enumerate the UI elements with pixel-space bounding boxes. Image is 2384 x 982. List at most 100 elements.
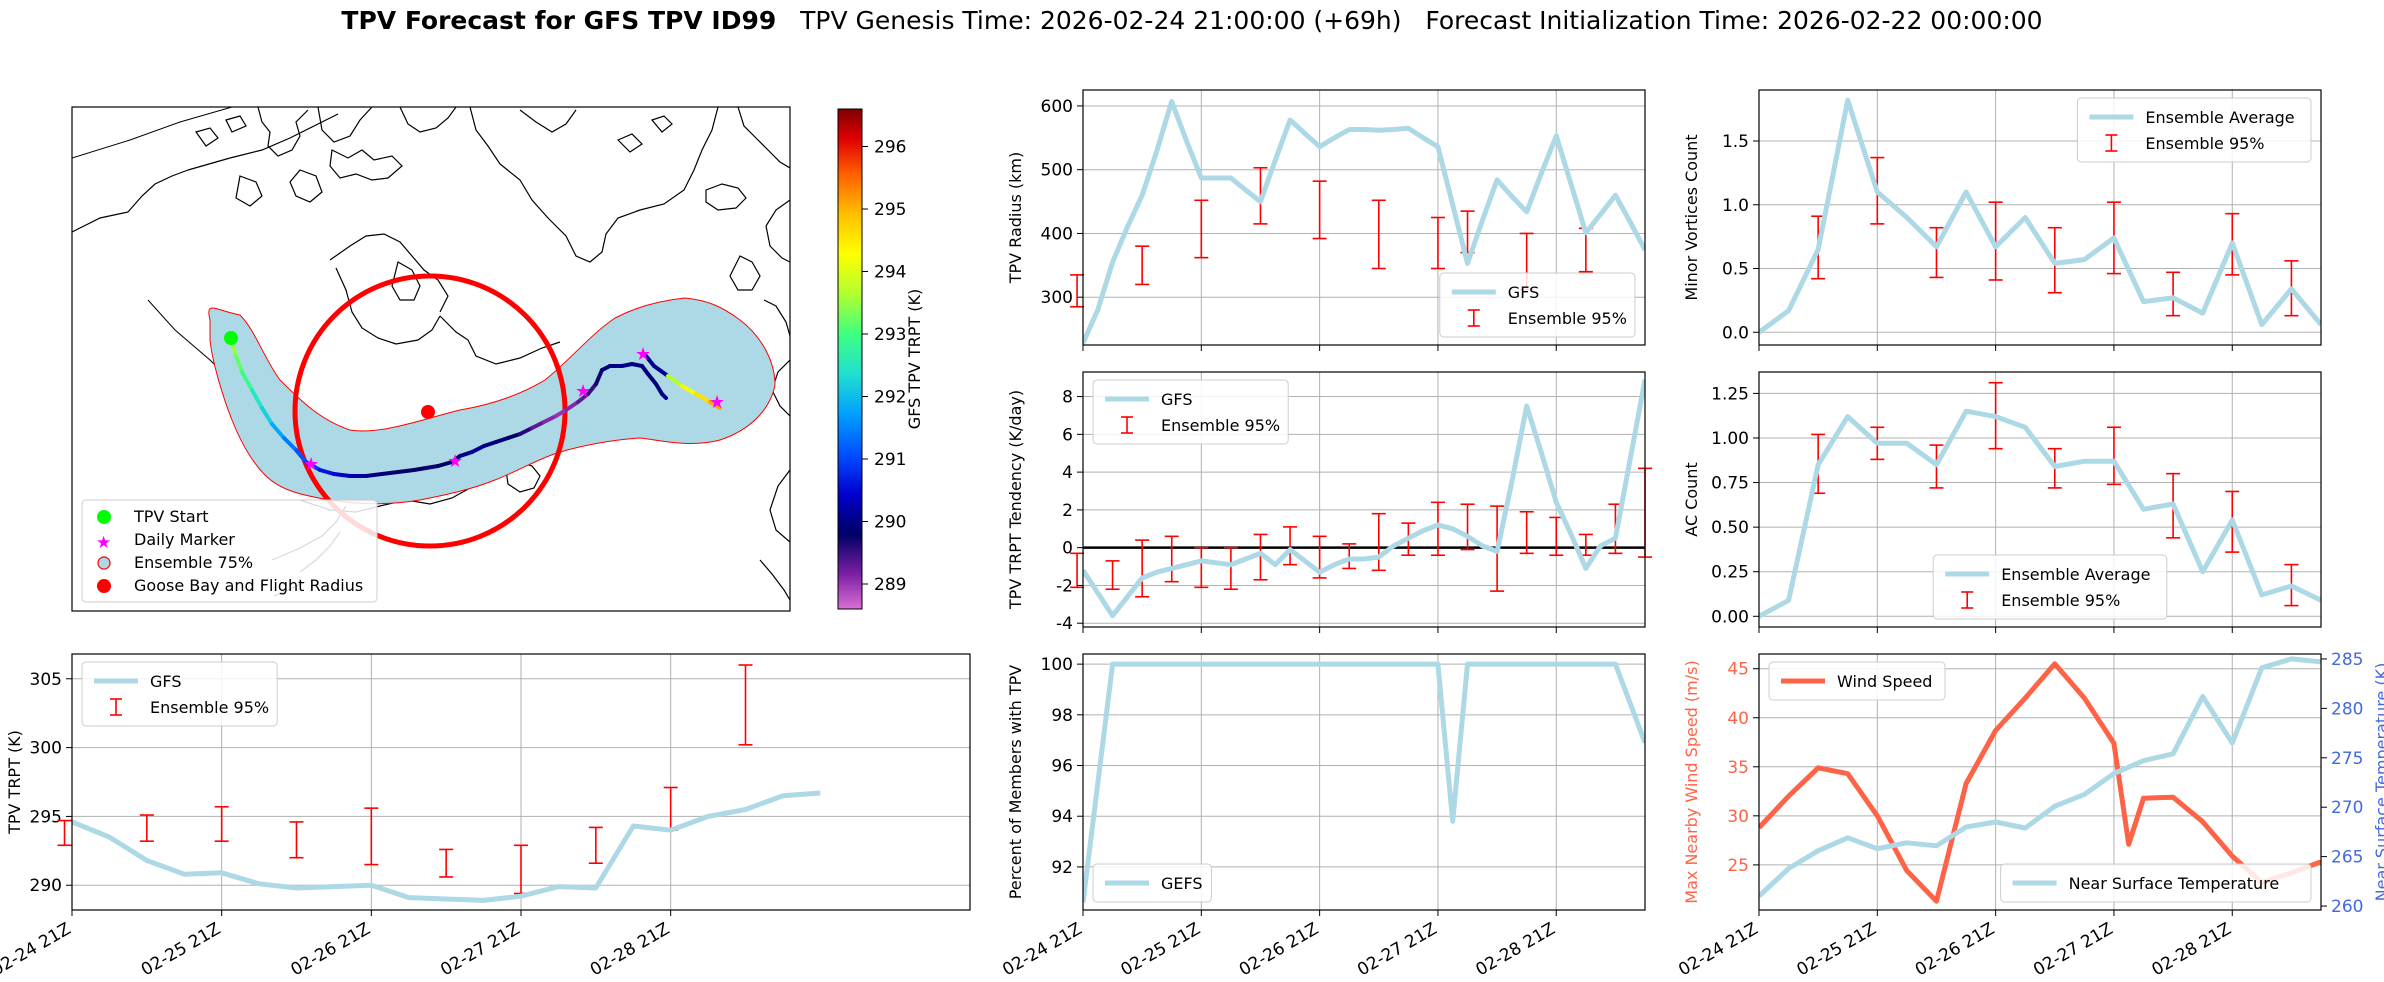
y-tick-label: 98	[1051, 706, 1073, 726]
x-tick-label: 02-26 21Z	[1236, 919, 1322, 980]
track-segment	[458, 450, 474, 458]
errorbar	[1312, 180, 1327, 240]
y-axis: 25 30 35 40 45	[1727, 660, 1759, 876]
track-segment	[542, 414, 558, 424]
y-tick-label: 40	[1727, 709, 1749, 729]
y-tick-label: 4	[1062, 463, 1073, 483]
plot-frame	[1758, 371, 2322, 628]
x-tick-label: 02-28 21Z	[2148, 919, 2234, 980]
legend-ensemble75-icon	[97, 556, 111, 570]
legend: Ensemble Average Ensemble 95%	[1932, 554, 2168, 620]
errorbar	[1194, 546, 1209, 589]
plot-frame	[1082, 371, 1646, 628]
daily-marker: ★	[709, 392, 725, 413]
errorbar	[1519, 510, 1534, 555]
track-segment	[396, 468, 416, 474]
legend: GFS Ensemble 95%	[1439, 272, 1636, 338]
legend-errorbar-swatch	[1121, 416, 1133, 434]
errorbar	[214, 805, 229, 842]
series-gfs	[1083, 379, 1645, 619]
y-axis-label: TPV TRPT (K)	[5, 730, 24, 835]
y-axis-label: TPV Radius (km)	[1006, 152, 1025, 285]
track-segment	[270, 422, 286, 440]
legend-label: GFS	[1508, 283, 1539, 302]
legend-label: Wind Speed	[1837, 672, 1932, 691]
errorbar	[1223, 546, 1238, 591]
legend-start-marker	[97, 510, 111, 524]
legend-label: Ensemble Average	[2001, 565, 2150, 584]
y-axis: 0.00 0.25 0.50 0.75 1.00 1.25	[1711, 384, 1759, 627]
errorbar	[1070, 274, 1085, 308]
errorbar	[1371, 512, 1386, 572]
y-tick-label: -4	[1056, 614, 1073, 634]
y-tick-label: 92	[1051, 858, 1073, 878]
series-near-surface-temperature	[1759, 656, 2321, 899]
y-axis-label: TPV TRPT Tendency (K/day)	[1006, 390, 1025, 610]
x-tick-label: 02-25 21Z	[138, 919, 224, 980]
track-segment	[494, 436, 510, 444]
legend-box	[2000, 863, 2312, 903]
errorbar	[57, 819, 72, 847]
series-wind-speed	[1759, 661, 2321, 904]
track-segment	[436, 460, 454, 468]
errorbar	[1460, 503, 1475, 551]
track-segment	[482, 440, 498, 448]
colorbar-tick-label: 295	[874, 200, 906, 220]
right-y-tick-label: 270	[2331, 798, 2363, 818]
right-y-tick-label: 285	[2331, 650, 2363, 670]
right-y-tick-label: 260	[2331, 897, 2363, 917]
track-segment	[240, 370, 254, 392]
errorbar	[1164, 535, 1179, 583]
title-genesis: TPV Genesis Time: 2026-02-24 21:00:00 (+…	[800, 6, 1402, 35]
y-tick-label: 100	[1041, 655, 1073, 675]
legend-label: Ensemble 95%	[1508, 309, 1627, 328]
track-segment	[576, 392, 590, 404]
track-segment	[364, 472, 384, 478]
errorbar	[139, 814, 154, 842]
y-tick-label: 300	[1041, 288, 1073, 308]
chart-tendency: -4 -2 0 2 4 6 8 TPV TRPT Tendency (K/day) GFS Ens…	[1006, 371, 1652, 634]
track-segment	[250, 388, 264, 410]
x-tick-label: 02-24 21Z	[0, 919, 75, 980]
legend-box	[1092, 379, 1289, 445]
y-axis-label: Minor Vortices Count	[1682, 134, 1701, 300]
errorbar	[1430, 501, 1445, 557]
chart-percent: 92 94 96 98 100 Percent of Members with TPV 02…	[999, 653, 1646, 980]
y-tick-label: -2	[1056, 576, 1073, 596]
errorbar	[289, 821, 304, 859]
legend-goose-bay: Goose Bay and Flight Radius	[134, 576, 363, 595]
y-tick-label: 400	[1041, 224, 1073, 244]
errorbar	[1929, 226, 1944, 279]
series-gfs	[72, 790, 821, 903]
x-tick-label: 02-27 21Z	[2030, 919, 2116, 980]
x-axis: 02-24 21Z 02-25 21Z 02-26 21Z 02-27 21Z 02-2…	[1675, 910, 2235, 980]
daily-marker: ★	[575, 381, 591, 402]
colorbar-tick-label: 291	[874, 450, 906, 470]
x-axis	[1082, 627, 1557, 633]
y-tick-label: 94	[1051, 807, 1073, 827]
errorbar	[738, 664, 753, 746]
y-tick-label: 0.25	[1711, 563, 1749, 583]
y-tick-label: 35	[1727, 758, 1749, 778]
errorbar	[364, 807, 379, 866]
y-tick-label: 0.75	[1711, 474, 1749, 494]
errorbar	[1988, 201, 2003, 281]
legend: GFS Ensemble 95%	[81, 661, 278, 727]
legend: Near Surface Temperature	[2000, 863, 2312, 903]
x-axis: 02-24 21Z 02-25 21Z 02-26 21Z 02-27 21Z 02-2…	[999, 910, 1559, 980]
goose-bay-marker	[421, 405, 435, 419]
x-tick-label: 02-24 21Z	[1675, 919, 1761, 980]
colorbar-tick-label: 293	[874, 325, 906, 345]
series-gefs	[1083, 661, 1645, 903]
legend: GFS Ensemble 95%	[1092, 379, 1289, 445]
legend-label: Ensemble 95%	[2145, 134, 2264, 153]
y-tick-label: 45	[1727, 660, 1749, 680]
errorbar	[1253, 533, 1268, 581]
right-y-tick-label: 265	[2331, 848, 2363, 868]
right-y-tick-label: 275	[2331, 749, 2363, 769]
legend-label: Ensemble 95%	[150, 698, 269, 717]
daily-markers: ★ ★ ★ ★ ★	[303, 344, 725, 475]
track-segment	[708, 400, 722, 410]
legend: GEFS	[1092, 863, 1212, 903]
